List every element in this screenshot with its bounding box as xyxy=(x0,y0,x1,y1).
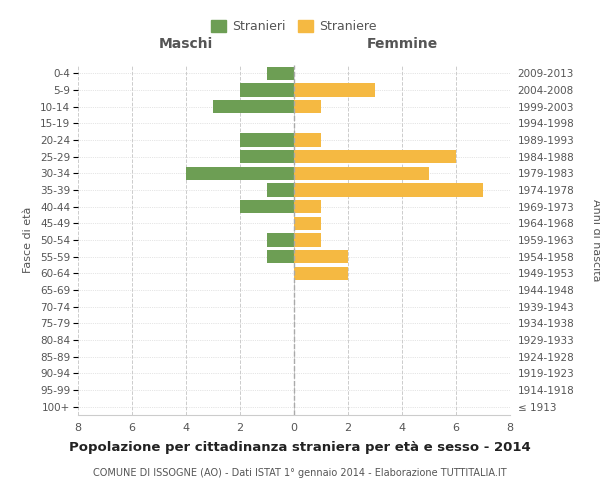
Bar xyxy=(267,66,294,80)
Text: Popolazione per cittadinanza straniera per età e sesso - 2014: Popolazione per cittadinanza straniera p… xyxy=(69,441,531,454)
Bar xyxy=(213,100,294,114)
Bar xyxy=(294,234,321,246)
Bar xyxy=(267,250,294,264)
Bar xyxy=(186,166,294,180)
Bar xyxy=(294,200,321,213)
Text: Femmine: Femmine xyxy=(367,37,437,51)
Bar xyxy=(294,134,321,146)
Bar xyxy=(294,250,348,264)
Bar xyxy=(267,184,294,196)
Bar xyxy=(267,234,294,246)
Bar xyxy=(294,84,375,96)
Y-axis label: Anni di nascita: Anni di nascita xyxy=(591,198,600,281)
Bar xyxy=(294,150,456,164)
Bar xyxy=(294,266,348,280)
Bar xyxy=(240,150,294,164)
Y-axis label: Fasce di età: Fasce di età xyxy=(23,207,33,273)
Legend: Stranieri, Straniere: Stranieri, Straniere xyxy=(206,15,382,38)
Text: COMUNE DI ISSOGNE (AO) - Dati ISTAT 1° gennaio 2014 - Elaborazione TUTTITALIA.IT: COMUNE DI ISSOGNE (AO) - Dati ISTAT 1° g… xyxy=(93,468,507,477)
Bar xyxy=(240,134,294,146)
Text: Maschi: Maschi xyxy=(159,37,213,51)
Bar xyxy=(240,200,294,213)
Bar xyxy=(294,100,321,114)
Bar xyxy=(294,166,429,180)
Bar xyxy=(294,184,483,196)
Bar xyxy=(294,216,321,230)
Bar xyxy=(240,84,294,96)
